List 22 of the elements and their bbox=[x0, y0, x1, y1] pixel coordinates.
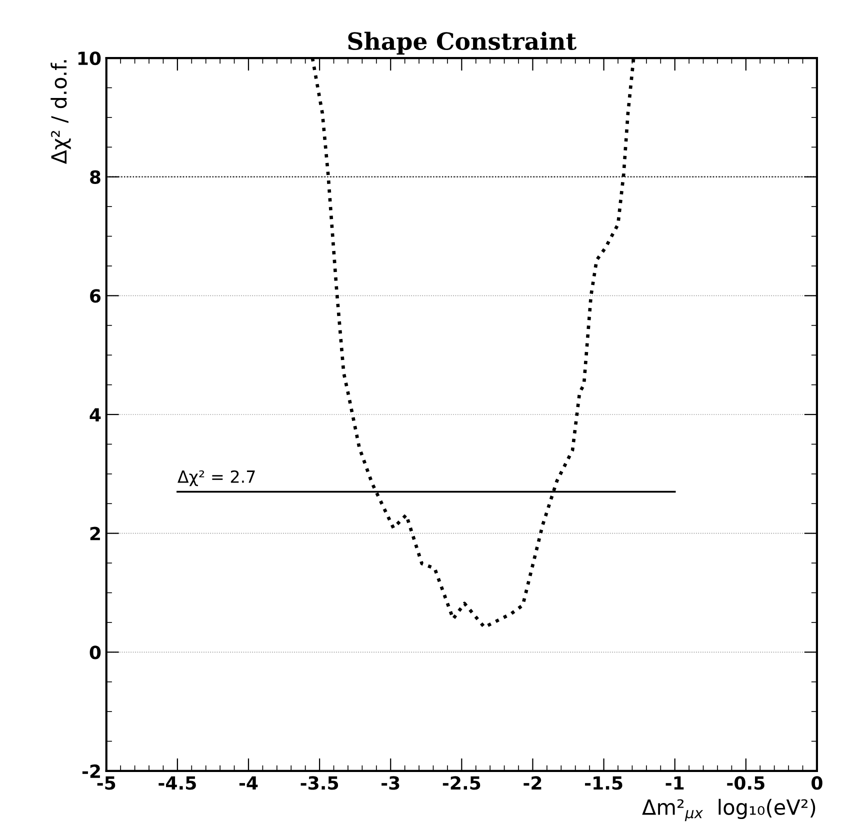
y-tick-label: 10 bbox=[78, 51, 101, 66]
x-tick-label: -4 bbox=[239, 776, 258, 790]
x-tick-label: -1 bbox=[666, 776, 684, 790]
x-tick-label: -2.5 bbox=[442, 776, 480, 790]
x-tick-label: -0.5 bbox=[727, 776, 764, 790]
x-tick-label: -4.5 bbox=[158, 776, 196, 790]
y-axis-title: Δχ² / d.o.f. bbox=[50, 60, 71, 164]
y-tick-label: 6 bbox=[90, 289, 101, 303]
y-tick-label: 0 bbox=[90, 646, 101, 660]
y-tick-label: 2 bbox=[90, 526, 100, 540]
y-tick-label: 4 bbox=[90, 408, 101, 422]
x-tick-label: -3.5 bbox=[300, 776, 338, 790]
x-tick-label: 0 bbox=[812, 776, 822, 790]
chart-title: Shape Constraint bbox=[348, 32, 577, 55]
x-tick-label: -5 bbox=[97, 776, 116, 790]
x-axis-title: Δm²$_{μx}$ log₁₀(eV²) bbox=[642, 798, 816, 822]
x-tick-label: -1.5 bbox=[585, 776, 622, 790]
x-tick-label: -2 bbox=[524, 776, 542, 790]
y-tick-label: -2 bbox=[82, 764, 100, 778]
annotation: Δχ² = 2.7 bbox=[178, 470, 255, 486]
x-tick-label: -3 bbox=[382, 776, 400, 790]
y-tick-label: 8 bbox=[90, 170, 100, 184]
